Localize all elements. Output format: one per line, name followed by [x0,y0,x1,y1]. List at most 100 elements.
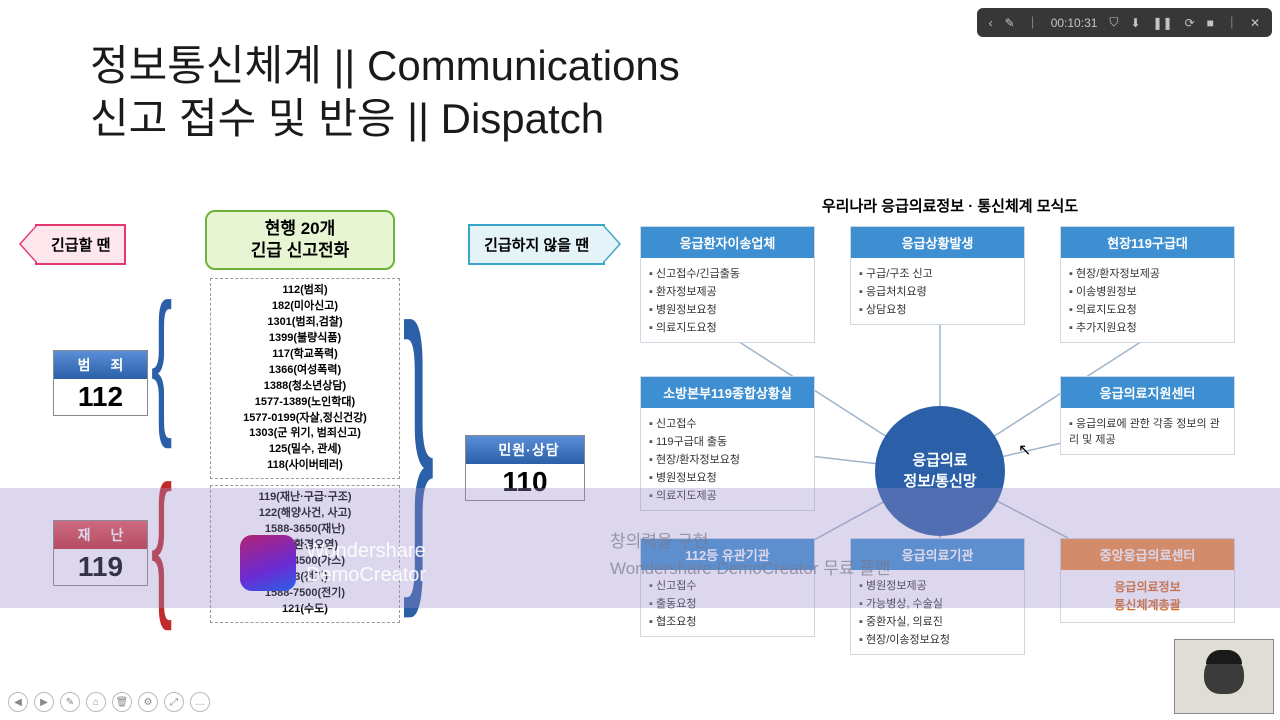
title-line1: 정보통신체계 || Communications [90,40,680,93]
ctrl-home-icon[interactable]: ⌂ [86,692,106,712]
box-110-num: 110 [466,464,584,500]
right-title: 우리나라 응급의료정보 · 통신체계 모식도 [640,195,1260,216]
card-items: 응급의료에 관한 각종 정보의 관리 및 제공 [1061,408,1234,454]
list-item: 1303(군 위기, 범죄신고) [213,426,397,442]
ctrl-trash-icon[interactable]: 🗑 [112,692,132,712]
box-119-label: 재 난 [54,521,147,549]
list-item: 119(재난·구급·구조) [213,490,397,506]
ctrl-prev-icon[interactable]: ◀ [8,692,28,712]
card-item: 협조요청 [649,612,806,630]
card-item: 구급/구조 신고 [859,264,1016,282]
box-112: 범 죄 112 [53,350,148,416]
tool-back-icon[interactable]: ‹ [989,16,993,30]
list-item: 1366(여성폭력) [213,363,397,379]
title-line2: 신고 접수 및 반응 || Dispatch [90,93,680,146]
list-item: 182(미아신고) [213,299,397,315]
urgent-arrow: 긴급할 땐 [35,224,126,265]
card-items: 구급/구조 신고응급처치요령상담요청 [851,258,1024,324]
card-item: 119구급대 출동 [649,432,806,450]
box-119: 재 난 119 [53,520,148,586]
list-item: 1588-3650(재난) [213,522,397,538]
card-item: 응급의료에 관한 각종 정보의 관리 및 제공 [1069,414,1226,448]
list-item: 1301(범죄,검찰) [213,315,397,331]
list-item: 1588-7500(전기) [213,586,397,602]
card-item: 병원정보요청 [649,300,806,318]
card-header: 중앙응급의료센터 [1061,539,1234,570]
card-item: 의료지도제공 [649,486,806,504]
card-items: 신고접수출동요청협조요청 [641,570,814,636]
card-item: 의료지도요청 [1069,300,1226,318]
list-item: 1544-4500(가스) [213,554,397,570]
tool-restart-icon[interactable]: ⟳ [1185,16,1195,30]
recorder-toolbar: ‹ ✎ ｜ 00:10:31 ⛉ ⬇ ❚❚ ⟳ ■ ｜ ✕ [977,8,1272,37]
list-item: 121(수도) [213,602,397,618]
card-item: 이송병원정보 [1069,282,1226,300]
box-110: 민원·상담 110 [465,435,585,501]
box-112-num: 112 [54,379,147,415]
card-item: 병원정보요청 [649,468,806,486]
list-item: 125(밀수, 관세) [213,442,397,458]
ctrl-next-icon[interactable]: ▶ [34,692,54,712]
webcam-cap [1206,650,1242,664]
card-header: 소방본부119종합상황실 [641,377,814,408]
network-grid: 응급의료 정보/통신망 응급환자이송업체신고접수/긴급출동환자정보제공병원정보요… [640,226,1260,666]
disaster-list: 119(재난·구급·구조)122(해양사건, 사고)1588-3650(재난)1… [210,485,400,623]
brace-icon: } [402,280,434,600]
card-item: 상담요청 [859,300,1016,318]
card-support-center: 응급의료지원센터응급의료에 관한 각종 정보의 관리 및 제공 [1060,376,1235,455]
box-119-num: 119 [54,549,147,585]
list-item: 122(해양사건, 사고) [213,506,397,522]
webcam-thumbnail [1174,639,1274,714]
card-items: 신고접수/긴급출동환자정보제공병원정보요청의료지도요청 [641,258,814,342]
hub-line1: 응급의료 [903,450,976,471]
box-112-label: 범 죄 [54,351,147,379]
card-items: 병원정보제공가능병상, 수술실중환자실, 의료진현장/이송정보요청 [851,570,1024,654]
brace-icon: { [151,280,172,440]
tool-timer: 00:10:31 [1051,16,1098,30]
ctrl-pen-icon[interactable]: ✎ [60,692,80,712]
card-items: 현장/환자정보제공이송병원정보의료지도요청추가지원요청 [1061,258,1234,342]
card-header: 112등 유관기관 [641,539,814,570]
card-112-related: 112등 유관기관신고접수출동요청협조요청 [640,538,815,637]
hub-line2: 정보/통신망 [903,471,976,492]
card-item: 병원정보제공 [859,576,1016,594]
tool-pause-icon[interactable]: ❚❚ [1153,16,1173,30]
header-line1: 현행 20개 [211,218,389,240]
box-110-label: 민원·상담 [466,436,584,464]
ctrl-settings-icon[interactable]: ⚙ [138,692,158,712]
card-central: 중앙응급의료센터응급의료정보통신체계총괄 [1060,538,1235,623]
tool-stop-icon[interactable]: ■ [1207,16,1214,30]
not-urgent-arrow: 긴급하지 않을 땐 [468,224,605,265]
card-item: 출동요청 [649,594,806,612]
card-items: 신고접수119구급대 출동현장/환자정보요청병원정보요청의료지도제공 [641,408,814,510]
tool-shield-icon[interactable]: ⛉ [1109,15,1118,30]
card-item: 추가지원요청 [1069,318,1226,336]
center-header: 현행 20개 긴급 신고전화 [205,210,395,270]
card-item: 신고접수 [649,414,806,432]
ctrl-more-icon[interactable]: … [190,692,210,712]
card-item: 현장/환자정보제공 [1069,264,1226,282]
card-item: 신고접수 [649,576,806,594]
tool-pencil-icon[interactable]: ✎ [1005,16,1015,30]
card-fire-hq: 소방본부119종합상황실신고접수119구급대 출동현장/환자정보요청병원정보요청… [640,376,815,511]
card-header: 응급상황발생 [851,227,1024,258]
card-item: 환자정보제공 [649,282,806,300]
list-item: 1577-0199(자살,정신건강) [213,411,397,427]
list-item: 128(환경오염) [213,538,397,554]
hub-circle: 응급의료 정보/통신망 [875,406,1005,536]
tool-sep: ｜ [1027,14,1039,31]
card-transport: 응급환자이송업체신고접수/긴급출동환자정보제공병원정보요청의료지도요청 [640,226,815,343]
list-item: 112(범죄) [213,283,397,299]
list-item: 118(사이버테러) [213,458,397,474]
card-119-field: 현장119구급대현장/환자정보제공이송병원정보의료지도요청추가지원요청 [1060,226,1235,343]
card-body: 응급의료정보통신체계총괄 [1061,570,1234,622]
tool-download-icon[interactable]: ⬇ [1130,16,1140,30]
list-item: 1388(청소년상담) [213,379,397,395]
card-emergency-occur: 응급상황발생구급/구조 신고응급처치요령상담요청 [850,226,1025,325]
ctrl-fullscreen-icon[interactable]: ⤢ [164,692,184,712]
header-line2: 긴급 신고전화 [211,240,389,262]
card-header: 현장119구급대 [1061,227,1234,258]
card-item: 가능병상, 수술실 [859,594,1016,612]
list-item: 1577-1389(노인학대) [213,395,397,411]
tool-close-icon[interactable]: ✕ [1250,16,1260,30]
